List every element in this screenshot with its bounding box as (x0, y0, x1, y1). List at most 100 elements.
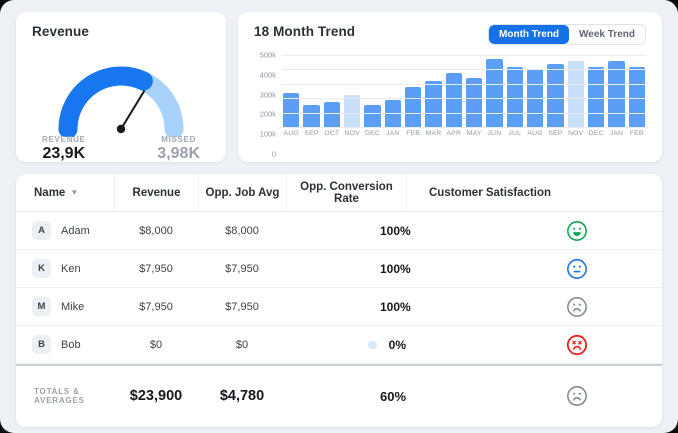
bar-oct-2 (323, 101, 340, 127)
table-row-ken: K Ken $7,950 $7,950 100% (16, 250, 662, 288)
bar-aug-0 (283, 93, 300, 127)
column-header-name-label: Name (34, 186, 66, 199)
bar-nov-3 (343, 95, 361, 127)
x-tick-label: FEB (629, 130, 644, 137)
x-tick-label: JUL (508, 130, 522, 137)
person-name: Bob (61, 338, 81, 351)
revenue-cell: $0 (149, 338, 163, 351)
x-tick-label: NOV (568, 130, 584, 137)
gauge-stat-revenue: REVENUE 23,9K (42, 135, 86, 163)
satisfaction-cell (406, 220, 662, 242)
bar-slot (465, 55, 483, 127)
column-header-name[interactable]: Name ▼ (16, 174, 114, 211)
bar-feb-6 (404, 87, 422, 127)
totals-conversion-percent: 60% (380, 388, 407, 404)
gauge-stat-missed: MISSED 3,98K (157, 135, 200, 163)
bar-slot (587, 55, 605, 127)
bar-slot (404, 55, 422, 127)
x-tick-label: AUG (283, 130, 299, 137)
person-name: Ken (61, 262, 81, 275)
avatar: B (32, 335, 51, 354)
trend-card-header: 18 Month Trend Month Trend Week Trend (254, 24, 646, 45)
bar-sep-13 (547, 63, 564, 127)
gauge-arc-revenue (58, 66, 153, 137)
satisfaction-neutral-icon (567, 258, 587, 279)
name-cell: B Bob (16, 335, 114, 354)
avatar: K (32, 259, 51, 278)
bar-slot (506, 55, 523, 127)
sort-caret-icon: ▼ (70, 188, 79, 197)
totals-revenue: $23,900 (129, 388, 183, 404)
totals-row: TOTALS & AVERAGES $23,900 $4,780 60% (16, 364, 662, 426)
bar-slot (364, 55, 381, 127)
revenue-cell: $7,950 (139, 262, 173, 275)
satisfaction-cell (406, 296, 662, 318)
x-tick-label: AUG (527, 130, 543, 137)
gridline (282, 112, 646, 114)
y-tick-label: 200k (259, 109, 276, 119)
conversion-cell: 100% (286, 262, 411, 276)
gridline (282, 83, 646, 85)
bar-slot (608, 55, 625, 127)
conversion-percent: 100% (380, 261, 411, 276)
totals-conversion-cell: 60% (286, 389, 406, 404)
revenue-gauge-card: Revenue REVENUE 23,9K MISSED 3,98K (16, 12, 226, 162)
satisfaction-cell (406, 334, 662, 356)
gridline (282, 55, 646, 56)
job-avg-cell: $7,950 (225, 300, 259, 313)
bar-slot (445, 55, 462, 127)
trend-card-title: 18 Month Trend (254, 24, 356, 39)
column-header-revenue: Revenue (114, 174, 198, 211)
gauge-missed-label: MISSED (161, 135, 197, 144)
x-tick-label: DEC (588, 130, 604, 137)
y-tick-label: 100k (259, 129, 276, 139)
trend-card: 18 Month Trend Month Trend Week Trend 50… (238, 12, 662, 162)
revenue-cell: $8,000 (139, 224, 173, 237)
bar-slot (547, 55, 564, 127)
bar-slot (343, 55, 361, 127)
y-tick-label: 500k (259, 50, 276, 60)
gridline (282, 127, 646, 128)
revenue-cell: $7,950 (139, 300, 173, 313)
name-cell: M Mike (16, 297, 114, 316)
bar-slot (323, 55, 340, 127)
job-avg-cell: $7,950 (225, 262, 259, 275)
bar-apr-8 (445, 73, 462, 127)
gauge-revenue-value: 23,9K (42, 145, 86, 162)
bar-slot (526, 55, 544, 127)
bar-jun-10 (486, 58, 503, 127)
table-body: A Adam $8,000 $8,000 100% K Ken $7,950 $7,950 100… (16, 212, 662, 364)
conversion-cell: 100% (286, 300, 411, 314)
conversion-cell: 100% (286, 224, 411, 238)
x-tick-label: APR (446, 130, 462, 137)
column-header-conversion: Opp. Conversion Rate (286, 174, 406, 211)
chart-plot-column: AUG SEP OCT NOV DEC JAN FEB MAR APR MAY JUN JUL AUG S… (282, 55, 646, 154)
x-tick-label: JUN (487, 130, 502, 137)
avatar: M (32, 297, 51, 316)
bar-may-9 (465, 78, 483, 127)
x-tick-label: JAN (609, 130, 624, 137)
column-header-satisfaction: Customer Satisfaction (406, 174, 662, 211)
person-name: Mike (61, 300, 85, 313)
x-tick-label: NOV (344, 130, 360, 137)
satisfaction-happy-icon (567, 220, 587, 241)
column-header-job-avg: Opp. Job Avg (198, 174, 286, 211)
gauge-needle-pivot (116, 124, 126, 134)
satisfaction-sad-icon (567, 296, 587, 317)
month-trend-button[interactable]: Month Trend (489, 25, 570, 44)
performance-table-card: Name ▼ Revenue Opp. Job Avg Opp. Convers… (16, 174, 662, 427)
job-avg-cell: $0 (235, 338, 249, 351)
totals-job-avg: $4,780 (219, 388, 265, 404)
bar-slot (384, 55, 401, 127)
x-tick-label: FEB (406, 130, 421, 137)
x-tick-label: JAN (386, 130, 400, 137)
totals-label: TOTALS & AVERAGES (34, 387, 85, 405)
y-tick-label: 300k (259, 90, 276, 100)
bar-dec-4 (364, 105, 381, 127)
chart-x-axis-labels: AUG SEP OCT NOV DEC JAN FEB MAR APR MAY JUN JUL AUG S… (282, 130, 646, 137)
week-trend-button[interactable]: Week Trend (569, 25, 645, 44)
x-tick-label: MAR (425, 130, 442, 137)
bar-slot (303, 55, 320, 127)
name-cell: K Ken (16, 259, 114, 278)
